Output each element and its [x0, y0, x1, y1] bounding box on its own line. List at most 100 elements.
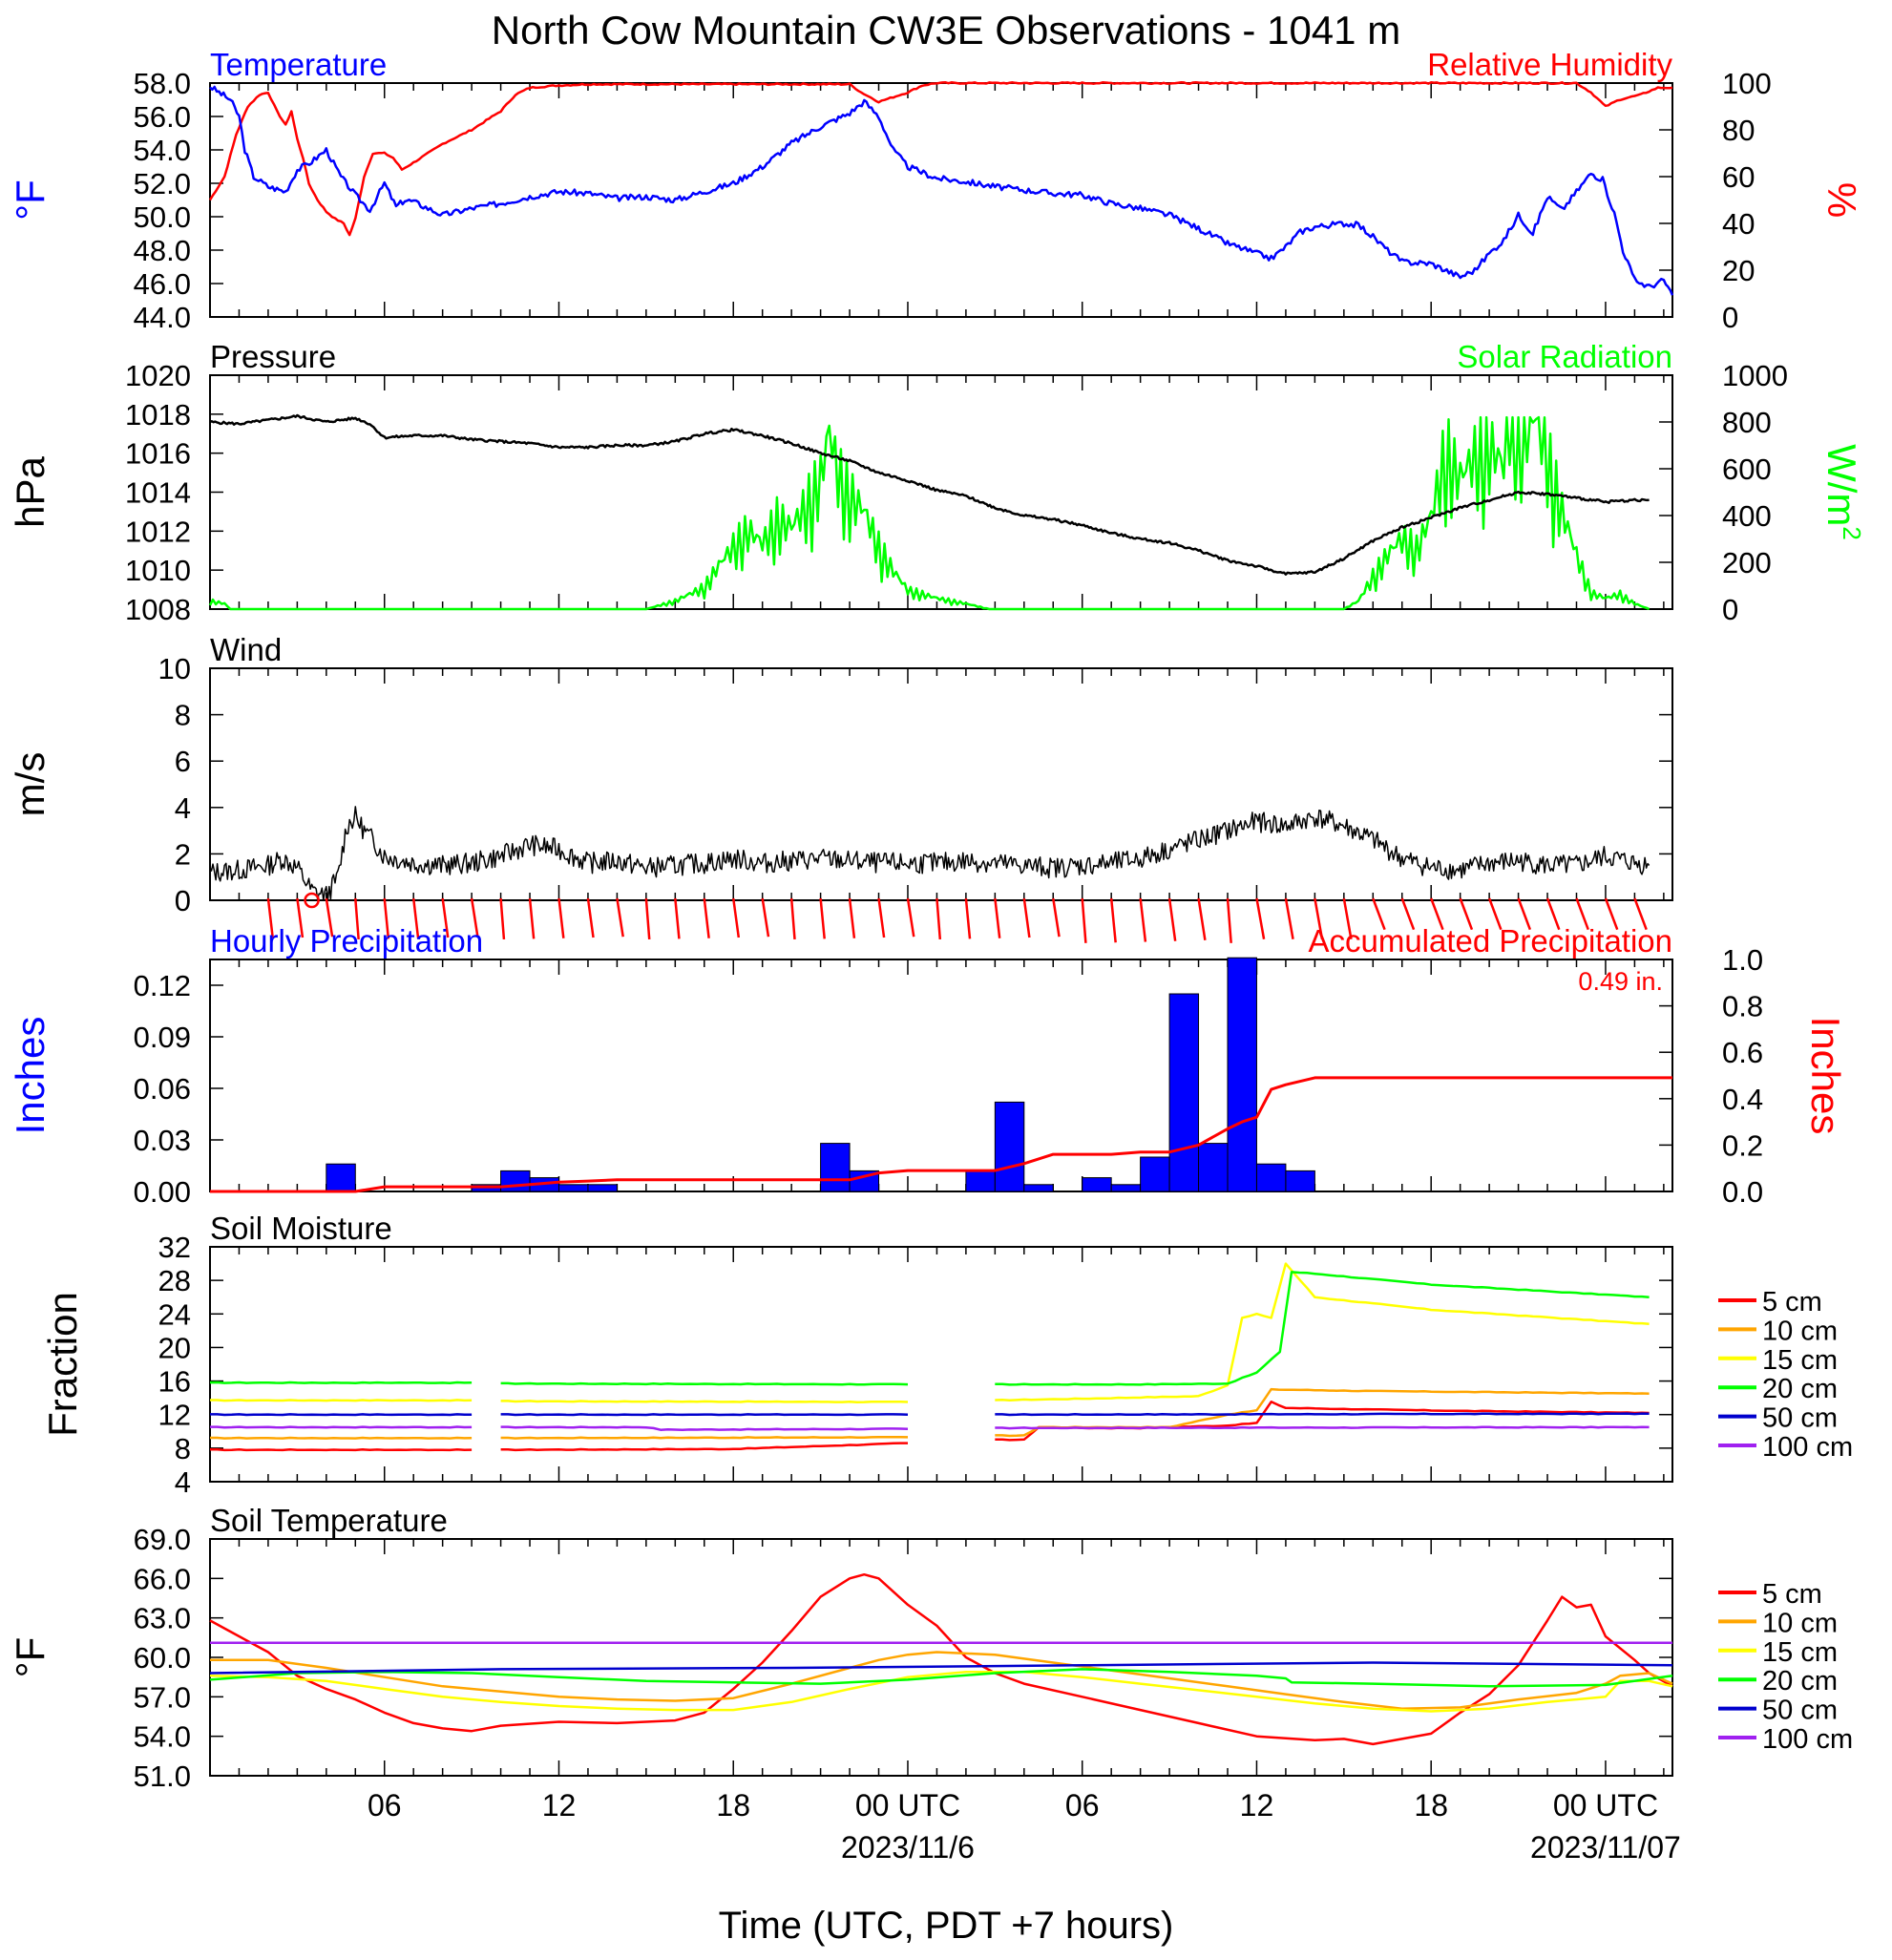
wind-direction-barb [470, 897, 479, 938]
right-tick-label: 200 [1722, 546, 1772, 580]
y-tick-label: 32 [158, 1231, 191, 1264]
precip-bar [820, 1143, 851, 1192]
left-axis-unit: Inches [8, 1017, 53, 1135]
y-tick-label: 24 [158, 1297, 191, 1331]
precip-bar [1255, 1163, 1287, 1192]
series-soil-moisture-20cm [500, 1381, 909, 1386]
right-tick-label: 0 [1722, 593, 1738, 626]
wind-direction-barb [383, 897, 390, 939]
y-tick-label: 50.0 [134, 200, 191, 234]
precip-bar [994, 1101, 1025, 1192]
total-precip-label: 0.49 in. [1578, 967, 1663, 996]
precip-bar [1285, 1170, 1315, 1192]
y-tick-label: 10 [158, 652, 191, 685]
wind-direction-barb [1604, 897, 1619, 931]
series-soil-moisture-5cm [995, 1401, 1650, 1442]
legend-label: 20 cm [1762, 1374, 1838, 1404]
y-tick-label: 1016 [125, 437, 191, 471]
y-tick-label: 54.0 [134, 1720, 191, 1754]
wind-direction-barb [1545, 897, 1561, 931]
y-tick-label: 2 [175, 837, 191, 871]
wind-direction-barb [441, 897, 450, 938]
wind-direction-barb [789, 897, 796, 940]
wind-direction-barb [877, 897, 886, 938]
legend-label: 20 cm [1762, 1666, 1838, 1697]
wind-direction-barb [1139, 897, 1147, 942]
series-soil-moisture-100cm [995, 1425, 1650, 1430]
y-tick-label: 63.0 [134, 1602, 191, 1635]
right-tick-label: 20 [1722, 254, 1755, 287]
x-tick-label: 18 [716, 1788, 750, 1823]
panel-title: Temperature [210, 47, 387, 82]
series-soil-temp-50cm [209, 1661, 1673, 1675]
precip-bar [1082, 1177, 1112, 1192]
wind-direction-barb [1226, 897, 1232, 943]
wind-direction-barb [703, 897, 710, 938]
y-tick-label: 66.0 [134, 1562, 191, 1595]
series-soil-temp-10cm [210, 1651, 1673, 1710]
plot-frame [209, 667, 1673, 901]
y-tick-label: 57.0 [134, 1680, 191, 1714]
y-tick-label: 0.00 [134, 1175, 191, 1209]
wind-direction-barb [761, 897, 770, 938]
panel-soil_temp: 69.0 66.0 63.0 60.0 57.0 54.0 51.0 °F Soil Tempe… [8, 1503, 1853, 1793]
series-soil-temp-20cm [209, 1668, 1673, 1688]
panel-temp_rh: 58.056.054.052.050.048.046.044.0 °F 100 80 6… [8, 47, 1864, 334]
panel-pres_solar: 1020 1018 1016 1014 1012 1010 1008 hPa 1000 800 60… [8, 339, 1866, 626]
wind-direction-barb [1314, 897, 1324, 939]
legend-label: 10 cm [1762, 1316, 1838, 1346]
wind-direction-barb [411, 897, 420, 938]
right-tick-label: 400 [1722, 499, 1772, 533]
y-tick-label: 58.0 [134, 67, 191, 100]
legend-label: 5 cm [1762, 1579, 1822, 1610]
y-tick-label: 54.0 [134, 134, 191, 167]
legend-label: 15 cm [1762, 1637, 1838, 1668]
y-tick-label: 1008 [125, 593, 191, 626]
y-tick-label: 48.0 [134, 234, 191, 267]
right-axis-unit: % [1819, 182, 1864, 218]
right-tick-label: 80 [1722, 114, 1755, 147]
wind-direction-barb [1255, 897, 1266, 939]
wind-direction-barb [848, 897, 856, 938]
wind-direction-barb [1167, 897, 1177, 941]
y-tick-label: 1014 [125, 476, 191, 510]
time-axis: 06 12 18 00 UTC 2023/11/6 06 12 18 00 UTC 2023/11… [368, 1788, 1681, 1865]
wind-direction-barb [1575, 897, 1589, 931]
plot-frame [209, 1246, 1673, 1483]
left-axis-unit: °F [8, 179, 53, 220]
y-tick-label: 0.06 [134, 1072, 191, 1106]
wind-direction-barb [1052, 897, 1061, 938]
x-tick-label: 18 [1414, 1788, 1448, 1823]
legend-label: 50 cm [1762, 1403, 1838, 1434]
x-tick-label: 06 [1065, 1788, 1100, 1823]
wind-direction-barb [1342, 897, 1353, 939]
y-tick-label: 69.0 [134, 1523, 191, 1556]
wind-direction-barb [1372, 897, 1386, 931]
wind-direction-barb [586, 897, 595, 938]
plot-frame [209, 1538, 1673, 1777]
y-tick-label: 1012 [125, 515, 191, 548]
wind-direction-barb [1400, 897, 1416, 931]
y-tick-label: 12 [158, 1399, 191, 1432]
right-tick-label: 60 [1722, 160, 1755, 194]
series-soil-moisture-50cm [995, 1412, 1650, 1417]
plot-frame [209, 82, 1673, 318]
precip-bar [557, 1184, 589, 1192]
wind-direction-barb [964, 897, 972, 939]
series-soil-moisture-100cm [500, 1425, 909, 1431]
wind-direction-barb [354, 897, 360, 940]
panels: 58.056.054.052.050.048.046.044.0°F100806… [8, 47, 1866, 1793]
wind-direction-barb [644, 897, 651, 940]
wind-direction-barb [994, 897, 1001, 938]
series-wind-speed [209, 806, 1650, 901]
right-series-title: Relative Humidity [1427, 47, 1672, 82]
x-date-label: 2023/11/6 [841, 1830, 975, 1865]
wind-direction-barb [325, 897, 334, 938]
y-tick-label: 4 [175, 1465, 191, 1499]
wind-direction-barb [731, 897, 741, 938]
wind-direction-barb [616, 897, 624, 938]
precip-bar [500, 1170, 531, 1192]
x-tick-label: 00 UTC [1553, 1788, 1658, 1823]
y-tick-label: 4 [175, 791, 191, 825]
